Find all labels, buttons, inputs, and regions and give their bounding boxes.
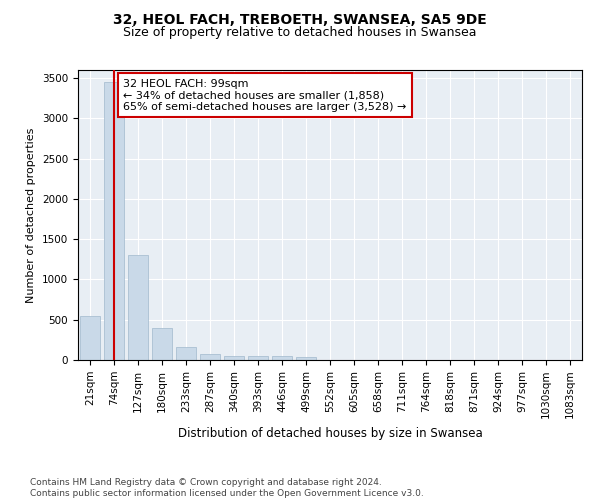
- Text: 32 HEOL FACH: 99sqm
← 34% of detached houses are smaller (1,858)
65% of semi-det: 32 HEOL FACH: 99sqm ← 34% of detached ho…: [124, 78, 407, 112]
- Text: Contains HM Land Registry data © Crown copyright and database right 2024.
Contai: Contains HM Land Registry data © Crown c…: [30, 478, 424, 498]
- Y-axis label: Number of detached properties: Number of detached properties: [26, 128, 37, 302]
- Bar: [248, 356, 268, 360]
- X-axis label: Distribution of detached houses by size in Swansea: Distribution of detached houses by size …: [178, 426, 482, 440]
- Text: 32, HEOL FACH, TREBOETH, SWANSEA, SA5 9DE: 32, HEOL FACH, TREBOETH, SWANSEA, SA5 9D…: [113, 12, 487, 26]
- Bar: [200, 354, 220, 360]
- Bar: [152, 328, 172, 360]
- Bar: [104, 82, 124, 360]
- Bar: [176, 347, 196, 360]
- Bar: [128, 256, 148, 360]
- Bar: [296, 357, 316, 360]
- Bar: [224, 356, 244, 360]
- Text: Size of property relative to detached houses in Swansea: Size of property relative to detached ho…: [123, 26, 477, 39]
- Bar: [80, 316, 100, 360]
- Bar: [272, 356, 292, 360]
